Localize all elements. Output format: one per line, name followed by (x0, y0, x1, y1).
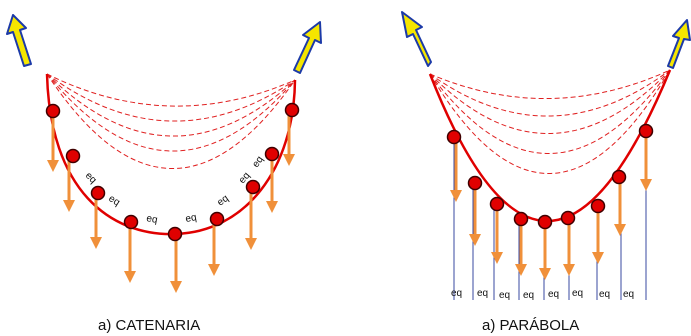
parabola-nodes (446, 123, 654, 230)
segment-label: eq (548, 289, 559, 300)
tension-arrow-icon (401, 11, 432, 67)
dashed-curve (46, 73, 296, 169)
node-dot-icon (167, 226, 183, 242)
tension-arrow-icon (667, 19, 691, 69)
catenaria-segment-labels: eq eq eq eq eq eq eq (83, 154, 266, 226)
segment-label: eq (477, 288, 488, 299)
segment-label: eq (145, 213, 158, 226)
tension-arrow-icon (6, 14, 32, 67)
segment-label: eq (572, 288, 583, 299)
node-dot-icon (467, 175, 483, 191)
dashed-curve (429, 69, 671, 134)
dashed-curve (429, 69, 671, 117)
segment-label: eq (451, 288, 462, 299)
segment-label: eq (215, 193, 230, 208)
node-dot-icon (537, 214, 553, 230)
dashed-curve (46, 73, 296, 137)
parabola-dashed-curves (429, 69, 671, 174)
dashed-curve (46, 73, 296, 122)
node-dot-icon (264, 146, 280, 162)
segment-label: eq (599, 289, 610, 300)
catenaria-caption: a) CATENARIA (98, 317, 200, 334)
node-dot-icon (446, 129, 462, 145)
node-dot-icon (123, 214, 139, 230)
segment-label: eq (106, 193, 121, 208)
node-dot-icon (489, 196, 505, 212)
node-dot-icon (513, 211, 529, 227)
dashed-curve (429, 69, 671, 154)
node-dot-icon (560, 210, 576, 226)
segment-label: eq (237, 170, 253, 186)
dashed-curve (46, 73, 296, 152)
segment-label: eq (185, 212, 198, 225)
node-dot-icon (90, 185, 106, 201)
dashed-curve (429, 69, 671, 99)
node-dot-icon (284, 102, 300, 118)
parabola-segment-labels: eq eq eq eq eq eq eq eq (451, 288, 634, 301)
node-dot-icon (209, 211, 225, 227)
segment-label: eq (523, 290, 534, 301)
dashed-curve (46, 73, 296, 107)
node-dot-icon (65, 148, 81, 164)
catenaria-dashed-curves (46, 73, 296, 169)
node-dot-icon (590, 198, 606, 214)
parabola-panel: eq eq eq eq eq eq eq eq a) PARÁBOLA (401, 11, 691, 334)
node-dot-icon (245, 179, 261, 195)
catenaria-nodes (45, 102, 300, 242)
dashed-curve (429, 69, 671, 174)
tension-arrow-icon (293, 21, 322, 74)
segment-label: eq (250, 154, 265, 169)
segment-label: eq (83, 170, 99, 186)
catenaria-panel: eq eq eq eq eq eq eq a) CATENARIA (6, 14, 322, 334)
parabola-caption: a) PARÁBOLA (482, 317, 579, 334)
node-dot-icon (638, 123, 654, 139)
node-dot-icon (45, 103, 61, 119)
segment-label: eq (499, 290, 510, 301)
catenaria-load-arrows (47, 115, 295, 293)
segment-label: eq (623, 289, 634, 300)
parabola-load-arrows (450, 136, 652, 280)
node-dot-icon (611, 169, 627, 185)
